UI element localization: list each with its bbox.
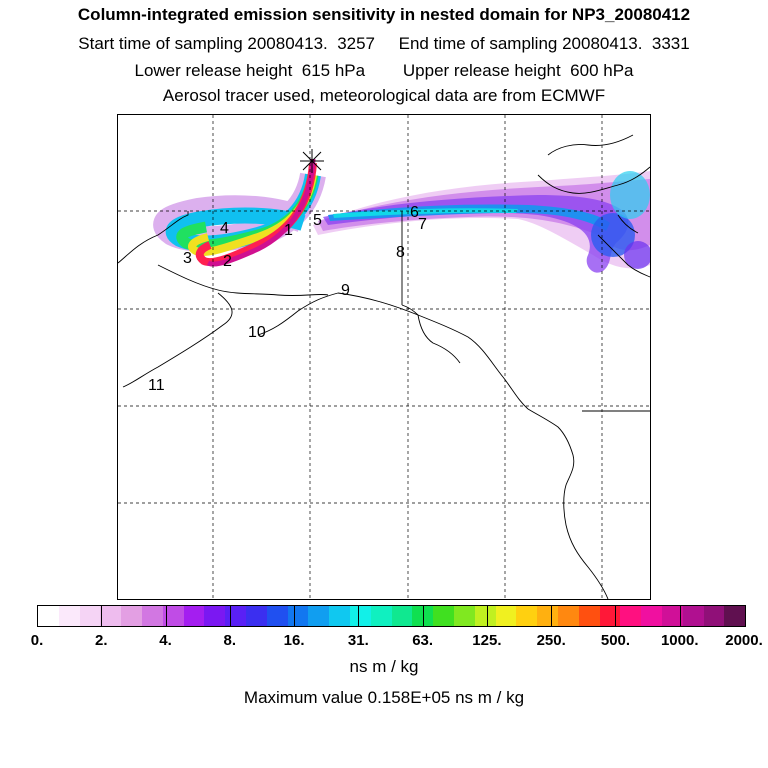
color-scale-divider bbox=[615, 605, 617, 627]
maximum-value-label: Maximum value 0.158E+05 ns m / kg bbox=[243, 688, 525, 707]
color-scale-tick-label: 8. bbox=[223, 632, 237, 649]
color-scale-segment bbox=[162, 606, 184, 626]
color-scale-segment bbox=[682, 606, 704, 626]
political-borders bbox=[401, 211, 650, 412]
color-scale-bar bbox=[37, 605, 746, 627]
color-scale-segment bbox=[537, 606, 558, 626]
color-scale-segment bbox=[391, 606, 413, 626]
color-scale-segment bbox=[141, 606, 163, 626]
map-panel: 1 2 3 4 5 6 7 8 9 10 11 bbox=[117, 114, 651, 600]
color-scale-segment bbox=[183, 606, 205, 626]
color-scale-segment bbox=[204, 606, 226, 626]
color-scale-segment bbox=[578, 606, 600, 626]
color-scale-segment bbox=[599, 606, 621, 626]
color-scale-segment bbox=[433, 606, 454, 626]
tracer-info-line: Aerosol tracer used, meteorological data… bbox=[162, 86, 606, 105]
color-scale-segment bbox=[641, 606, 662, 626]
color-scale-tick-label: 31. bbox=[347, 632, 369, 649]
color-scale-divider bbox=[165, 605, 167, 627]
label-5: 5 bbox=[313, 212, 322, 229]
color-scale-segment bbox=[474, 606, 496, 626]
release-height-line: Lower release height 615 hPa Upper relea… bbox=[134, 61, 634, 80]
color-scale-segment bbox=[225, 606, 246, 626]
color-scale-segment bbox=[100, 606, 122, 626]
color-scale-segment bbox=[38, 606, 59, 626]
label-3: 3 bbox=[183, 250, 192, 267]
color-scale-segment bbox=[266, 606, 288, 626]
color-scale-segment bbox=[516, 606, 538, 626]
label-11: 11 bbox=[148, 377, 165, 394]
color-scale-tick-label: 1000. bbox=[660, 632, 699, 649]
label-10: 10 bbox=[248, 324, 266, 341]
color-scale-segment bbox=[308, 606, 330, 626]
color-scale-segment bbox=[349, 606, 371, 626]
color-scale-divider bbox=[422, 605, 424, 627]
color-scale-segment bbox=[620, 606, 642, 626]
lat-lon-grid bbox=[118, 115, 650, 599]
color-scale-divider bbox=[551, 605, 553, 627]
color-scale-segment bbox=[121, 606, 142, 626]
color-scale-tick-label: 4. bbox=[159, 632, 172, 649]
color-scale-tick-label: 0. bbox=[30, 632, 44, 649]
label-7: 7 bbox=[418, 216, 427, 233]
color-scale-divider bbox=[486, 605, 488, 627]
color-scale-segment bbox=[58, 606, 80, 626]
color-scale-divider bbox=[358, 605, 360, 627]
color-scale-tick-label: 125. bbox=[472, 632, 502, 649]
map-canvas: 1 2 3 4 5 6 7 8 9 10 11 bbox=[118, 115, 650, 599]
color-scale-tick-label: 2. bbox=[95, 632, 108, 649]
color-scale-segment bbox=[557, 606, 579, 626]
units-label: ns m / kg bbox=[349, 657, 419, 676]
color-scale-segment bbox=[370, 606, 392, 626]
color-scale-segment bbox=[79, 606, 101, 626]
map-title: Column-integrated emission sensitivity i… bbox=[77, 5, 691, 24]
color-scale-divider bbox=[294, 605, 296, 627]
asterisk-icon bbox=[300, 149, 324, 173]
sensitivity-plume bbox=[153, 158, 650, 273]
color-scale-tick-label: 2000. bbox=[725, 632, 763, 649]
color-scale-segment bbox=[245, 606, 267, 626]
coastlines bbox=[118, 134, 650, 599]
color-scale-divider bbox=[679, 605, 681, 627]
label-8: 8 bbox=[396, 244, 405, 261]
label-1: 1 bbox=[284, 222, 293, 239]
color-scale-tick-label: 250. bbox=[536, 632, 566, 649]
label-9: 9 bbox=[341, 282, 350, 299]
label-2: 2 bbox=[223, 253, 232, 270]
sampling-time-line: Start time of sampling 20080413. 3257 En… bbox=[78, 34, 690, 53]
color-scale-segment bbox=[703, 606, 725, 626]
color-scale-divider bbox=[229, 605, 231, 627]
color-scale-tick-label: 63. bbox=[412, 632, 434, 649]
color-scale-segment bbox=[724, 606, 746, 626]
color-scale-tick-label: 500. bbox=[600, 632, 631, 649]
color-scale-segment bbox=[453, 606, 475, 626]
color-scale-segment bbox=[329, 606, 350, 626]
label-4: 4 bbox=[220, 220, 229, 237]
color-scale-segment bbox=[287, 606, 309, 626]
label-6: 6 bbox=[410, 204, 419, 221]
color-scale-divider bbox=[101, 605, 103, 627]
color-scale-segment bbox=[661, 606, 683, 626]
color-scale-segment bbox=[495, 606, 517, 626]
color-scale-tick-label: 16. bbox=[283, 632, 305, 649]
